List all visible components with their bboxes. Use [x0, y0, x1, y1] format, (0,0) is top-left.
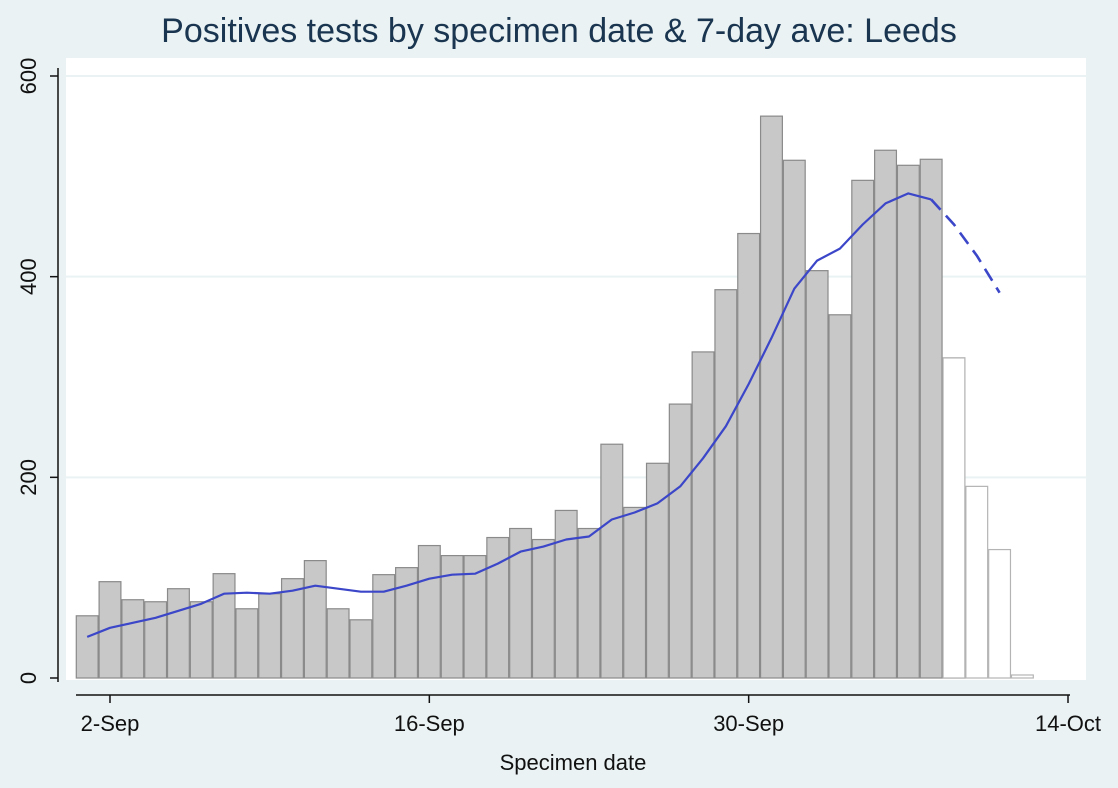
bar-complete-21 — [554, 509, 578, 679]
x-axis-label: Specimen date — [500, 750, 647, 775]
bar-complete-12 — [349, 619, 373, 679]
bar-complete-37 — [919, 158, 943, 679]
x-tick-label-2: 30-Sep — [713, 711, 784, 736]
axes — [57, 68, 1070, 696]
bar-complete-34 — [851, 179, 875, 679]
bar-complete-6 — [212, 573, 236, 679]
bar-complete-35 — [874, 149, 898, 679]
bar-complete-5 — [189, 601, 213, 679]
bar-incomplete-0 — [942, 357, 966, 679]
bar-complete-18 — [486, 536, 510, 679]
average-line-dashed — [930, 198, 1001, 294]
bar-incomplete-3 — [1010, 674, 1034, 679]
x-tick-label-1: 16-Sep — [394, 711, 465, 736]
bar-complete-28 — [714, 289, 738, 679]
bar-complete-3 — [144, 601, 168, 679]
bar-complete-13 — [372, 574, 396, 679]
bar-incomplete-1 — [965, 485, 989, 679]
bar-complete-25 — [645, 462, 669, 679]
bar-complete-10 — [303, 560, 327, 679]
bar-complete-19 — [509, 527, 533, 679]
bars-incomplete — [942, 357, 1034, 679]
bar-complete-23 — [600, 443, 624, 679]
bar-complete-11 — [326, 608, 350, 679]
bar-complete-9 — [280, 578, 304, 679]
x-axis-ticks: 2-Sep 16-Sep 30-Sep 14-Oct — [81, 695, 1101, 736]
bar-complete-27 — [691, 351, 715, 679]
y-tick-label-0: 0 — [16, 672, 41, 684]
average-lines — [86, 192, 1001, 638]
bar-complete-4 — [166, 588, 190, 679]
bar-complete-14 — [395, 567, 419, 679]
bar-complete-26 — [668, 403, 692, 679]
bar-complete-36 — [896, 164, 920, 679]
bar-complete-31 — [782, 159, 806, 679]
bar-complete-32 — [805, 270, 829, 679]
bar-complete-29 — [737, 232, 761, 679]
bar-complete-24 — [623, 506, 647, 679]
bar-complete-8 — [258, 593, 282, 679]
y-tick-label-1: 200 — [16, 459, 41, 496]
bar-complete-17 — [463, 554, 487, 679]
bar-complete-0 — [75, 615, 99, 679]
x-tick-label-3: 14-Oct — [1035, 711, 1101, 736]
bar-complete-30 — [759, 115, 783, 679]
bar-incomplete-2 — [988, 548, 1012, 679]
bar-complete-7 — [235, 608, 259, 679]
average-line-solid — [86, 192, 932, 638]
bar-complete-16 — [440, 554, 464, 679]
bar-complete-20 — [531, 538, 555, 679]
bar-complete-1 — [98, 581, 122, 679]
chart-title: Positives tests by specimen date & 7-day… — [161, 12, 957, 50]
y-axis-ticks: 0 200 400 600 — [16, 58, 58, 684]
bar-complete-33 — [828, 314, 852, 679]
y-tick-label-3: 600 — [16, 58, 41, 95]
x-tick-label-0: 2-Sep — [81, 711, 140, 736]
bar-complete-15 — [417, 544, 441, 679]
bar-complete-2 — [121, 599, 145, 679]
y-tick-label-2: 400 — [16, 258, 41, 295]
bar-complete-22 — [577, 527, 601, 679]
